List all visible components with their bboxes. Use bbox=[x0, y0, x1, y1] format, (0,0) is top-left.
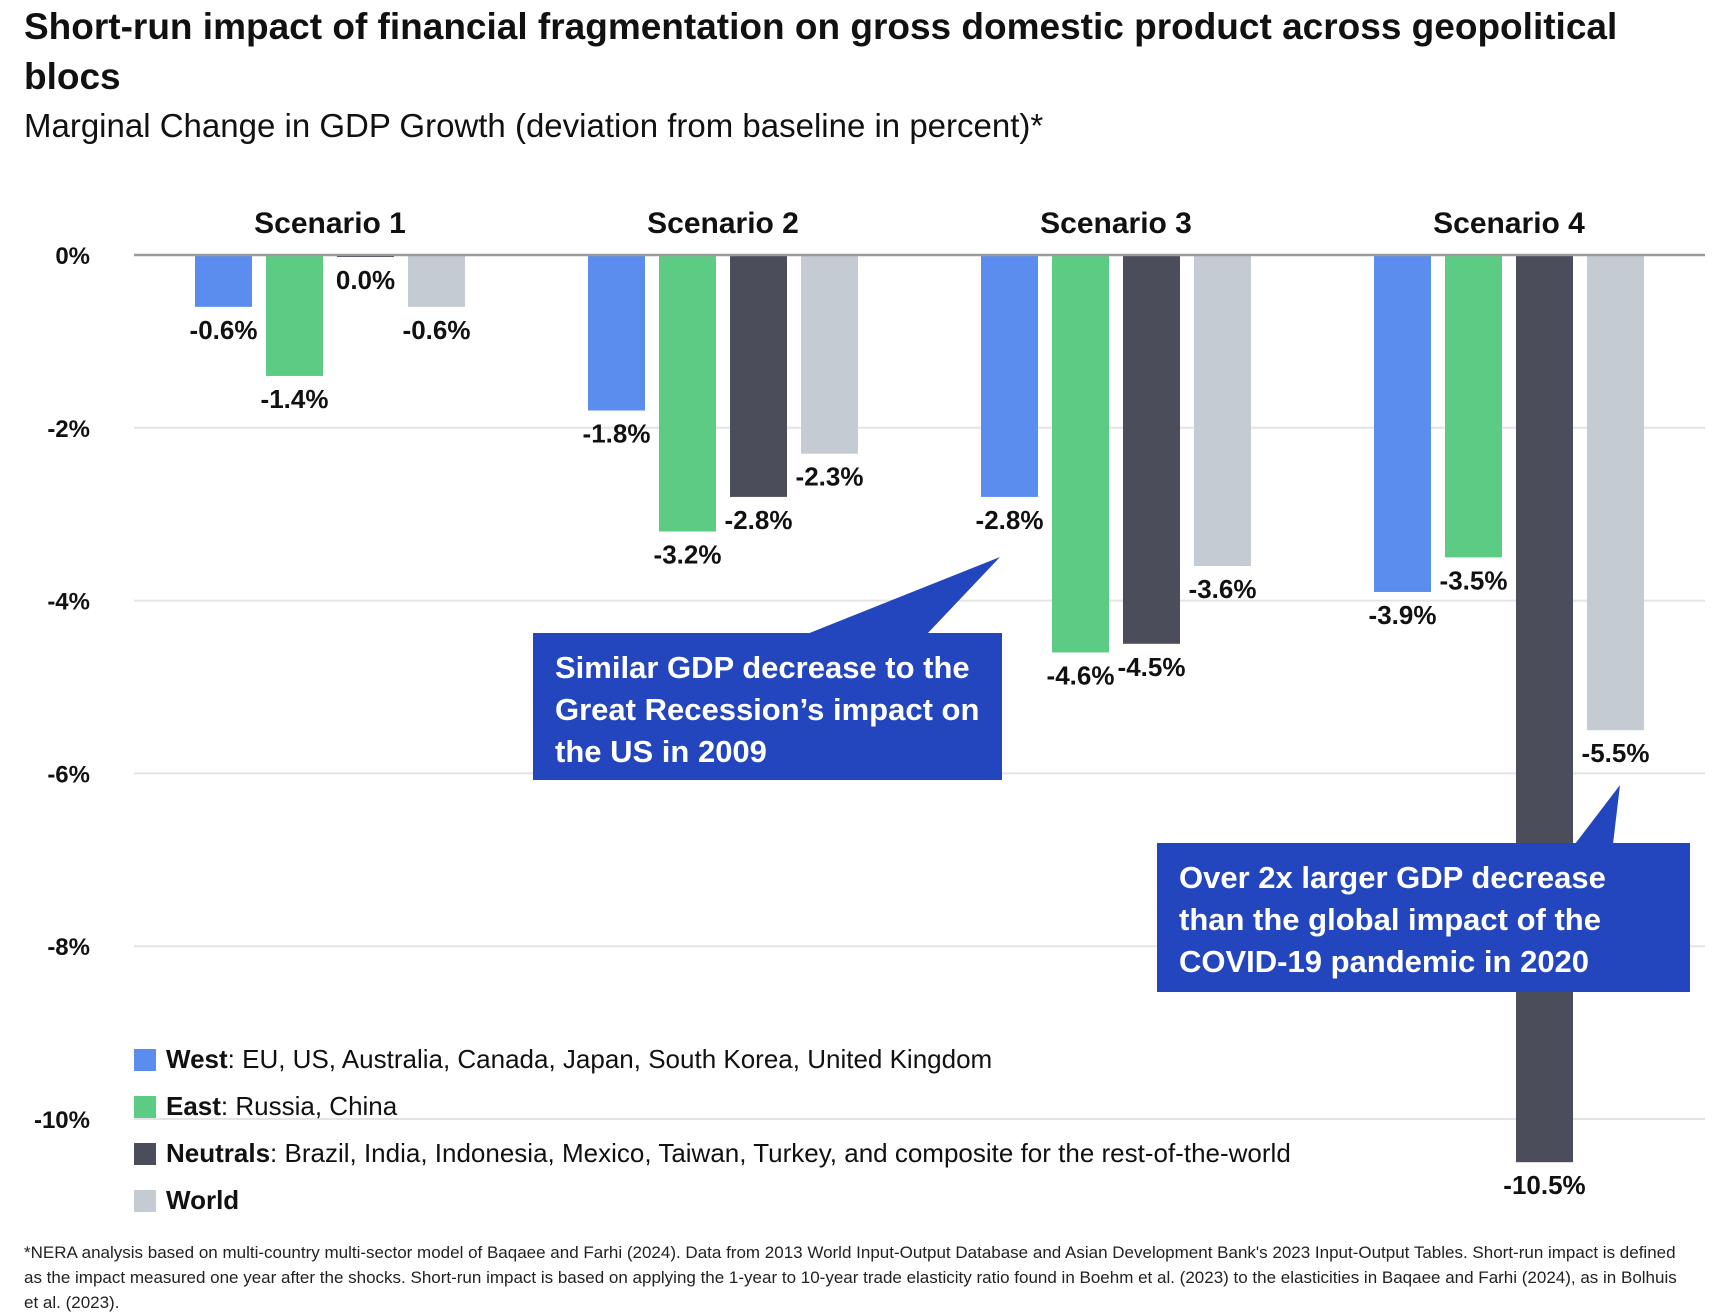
category-label: Scenario 1 bbox=[254, 207, 406, 240]
data-label: -3.2% bbox=[654, 539, 722, 569]
bar-world bbox=[408, 255, 465, 307]
bar-west bbox=[1374, 255, 1431, 592]
category-label: Scenario 3 bbox=[1040, 207, 1192, 240]
bar-east bbox=[266, 255, 323, 376]
y-tick-label: -6% bbox=[47, 761, 90, 788]
callout-covid: Over 2x larger GDP decrease than the glo… bbox=[1157, 843, 1690, 992]
legend-swatch bbox=[134, 1189, 156, 1212]
bar-west bbox=[588, 255, 645, 411]
data-label: -2.3% bbox=[796, 462, 864, 492]
legend-desc: : Russia, China bbox=[220, 1091, 398, 1121]
data-label: -1.8% bbox=[583, 419, 651, 449]
bar-neutrals bbox=[730, 255, 787, 497]
legend-item-west: West: EU, US, Australia, Canada, Japan, … bbox=[134, 1036, 1291, 1083]
data-label: -3.5% bbox=[1440, 565, 1508, 595]
bar-neutrals bbox=[1123, 255, 1180, 644]
bar-world bbox=[1194, 255, 1251, 567]
legend-label: West bbox=[166, 1044, 228, 1074]
legend-label: Neutrals bbox=[166, 1138, 271, 1168]
bar-east bbox=[1052, 255, 1109, 653]
legend-label: East bbox=[166, 1091, 221, 1121]
callout-great-recession: Similar GDP decrease to the Great Recess… bbox=[533, 633, 1002, 780]
legend-item-world: World bbox=[134, 1177, 1291, 1224]
data-label: -10.5% bbox=[1503, 1170, 1585, 1200]
legend-swatch bbox=[134, 1142, 156, 1165]
legend-desc: : EU, US, Australia, Canada, Japan, Sout… bbox=[227, 1044, 993, 1074]
callout-pointer bbox=[807, 557, 1000, 634]
legend-item-neutrals: Neutrals: Brazil, India, Indonesia, Mexi… bbox=[134, 1130, 1291, 1177]
data-label: -1.4% bbox=[261, 384, 329, 414]
bar-world bbox=[801, 255, 858, 454]
data-label: -4.6% bbox=[1047, 660, 1115, 690]
y-tick-label: 0% bbox=[55, 243, 90, 270]
bar-east bbox=[659, 255, 716, 532]
chart-subtitle: Marginal Change in GDP Growth (deviation… bbox=[24, 107, 1044, 144]
data-label: -3.6% bbox=[1189, 574, 1257, 604]
legend-item-east: East: Russia, China bbox=[134, 1083, 1291, 1130]
category-label: Scenario 4 bbox=[1433, 207, 1585, 240]
legend-desc: : Brazil, India, Indonesia, Mexico, Taiw… bbox=[270, 1138, 1291, 1168]
data-label: -3.9% bbox=[1369, 600, 1437, 630]
bar-neutrals bbox=[1516, 255, 1573, 1163]
chart-title: Short-run impact of financial fragmentat… bbox=[24, 6, 1618, 97]
legend-swatch bbox=[134, 1095, 156, 1118]
bar-west bbox=[195, 255, 252, 307]
y-tick-label: -2% bbox=[47, 416, 90, 443]
data-label: -2.8% bbox=[725, 505, 793, 535]
y-tick-label: -10% bbox=[34, 1107, 90, 1134]
callout-pointer bbox=[1575, 785, 1620, 844]
legend-label: World bbox=[166, 1185, 240, 1215]
category-label: Scenario 2 bbox=[647, 207, 799, 240]
data-label: -5.5% bbox=[1582, 738, 1650, 768]
legend-swatch bbox=[134, 1048, 156, 1071]
footnote: *NERA analysis based on multi-country mu… bbox=[24, 1243, 1677, 1312]
legend: West: EU, US, Australia, Canada, Japan, … bbox=[134, 1036, 1291, 1224]
data-label: -0.6% bbox=[403, 315, 471, 345]
bar-world bbox=[1587, 255, 1644, 731]
data-label: -4.5% bbox=[1118, 652, 1186, 682]
data-label: -2.8% bbox=[976, 505, 1044, 535]
bar-west bbox=[981, 255, 1038, 497]
y-tick-label: -4% bbox=[47, 589, 90, 616]
data-label: -0.6% bbox=[190, 315, 258, 345]
y-tick-label: -8% bbox=[47, 934, 90, 961]
bar-east bbox=[1445, 255, 1502, 558]
data-label: 0.0% bbox=[336, 265, 395, 295]
